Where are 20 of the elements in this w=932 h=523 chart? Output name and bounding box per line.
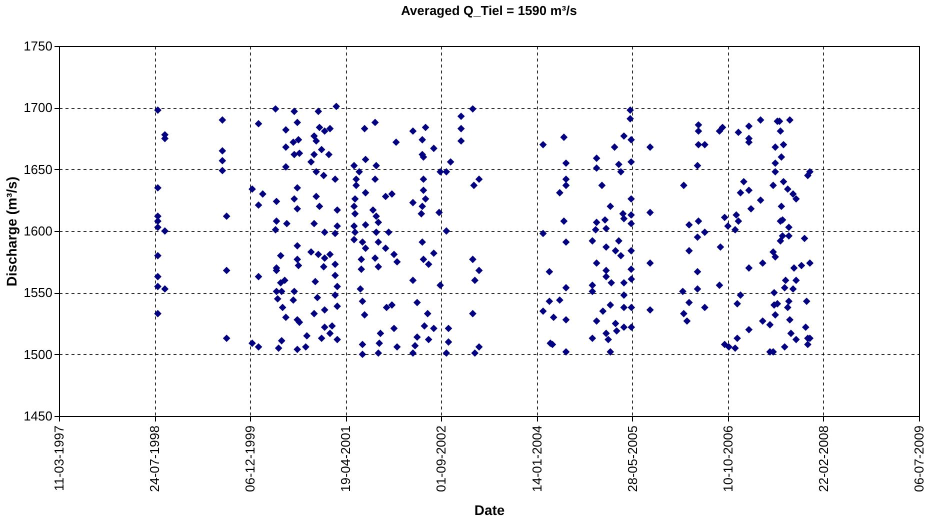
y-tick-label: 1450 — [24, 408, 52, 424]
x-tick-label: 19-04-2001 — [338, 426, 354, 492]
y-tick-label: 1550 — [24, 285, 52, 300]
chart-title: Averaged Q_Tiel = 1590 m³/s — [401, 3, 577, 18]
y-tick-label: 1650 — [24, 162, 52, 177]
y-axis-title: Discharge (m³/s) — [4, 176, 20, 286]
y-tick-label: 1600 — [24, 224, 52, 238]
x-tick-label: 22-02-2008 — [816, 426, 831, 492]
y-tick-label: 1750 — [24, 38, 52, 54]
x-tick-label: 24-07-1998 — [147, 426, 162, 492]
y-tick-label: 1700 — [24, 100, 52, 116]
x-axis-title: Date — [474, 502, 505, 518]
x-tick-label: 28-05-2005 — [624, 426, 640, 492]
x-tick-label: 06-12-1999 — [242, 426, 258, 492]
x-tick-label: 14-01-2004 — [529, 426, 544, 492]
x-tick-label: 06-07-2009 — [912, 426, 926, 492]
x-tick-label: 01-09-2002 — [434, 426, 449, 492]
x-tick-label: 10-10-2006 — [720, 426, 736, 492]
y-tick-label: 1500 — [24, 346, 52, 362]
x-tick-label: 11-03-1997 — [52, 426, 66, 492]
